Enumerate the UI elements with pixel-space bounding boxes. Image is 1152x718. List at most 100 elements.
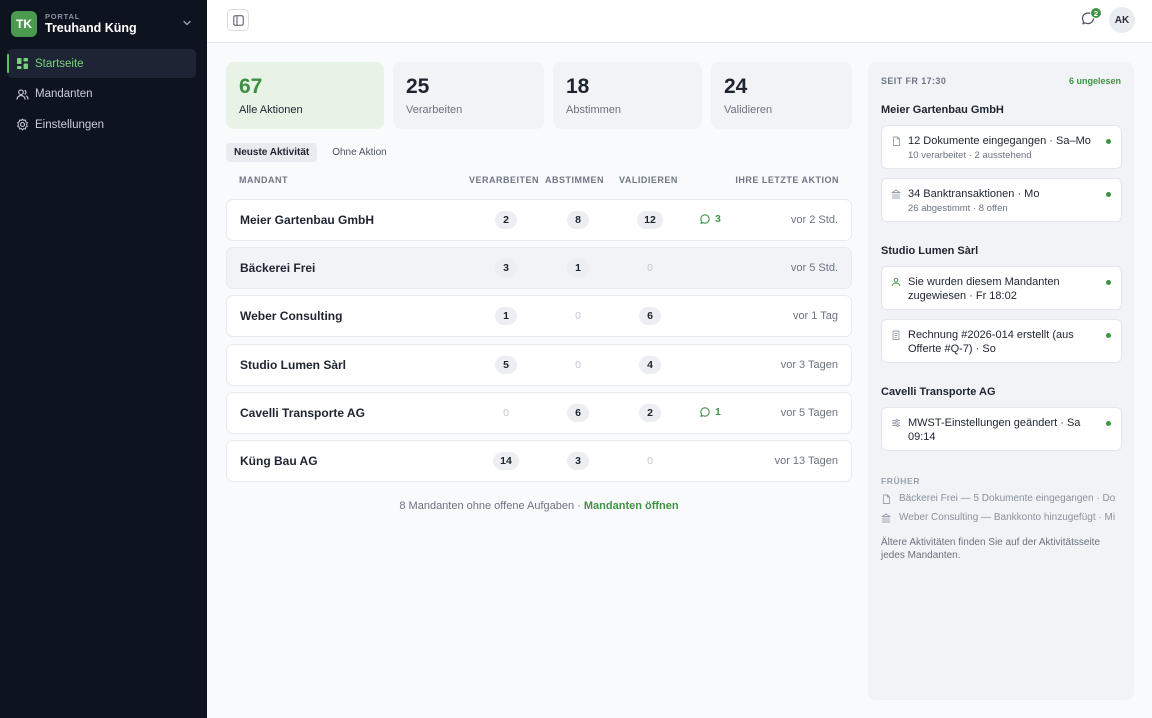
validieren-count[interactable]: 2 — [639, 403, 661, 422]
sidebar-item-label: Startseite — [35, 57, 84, 70]
column-header-mandant[interactable]: MANDANT — [239, 175, 288, 185]
validieren-count[interactable]: 6 — [639, 307, 661, 326]
activity-title: Rechnung #2026-014 erstellt (aus Offerte… — [908, 329, 1074, 355]
stat-label: Verarbeiten — [406, 104, 463, 116]
activity-title: Sie wurden diesem Mandanten zugewiesen ·… — [908, 276, 1060, 302]
activity-title: MWST-Einstellungen geändert · Sa 09:14 — [908, 417, 1081, 443]
column-header-validieren[interactable]: VALIDIEREN — [619, 175, 678, 185]
brand-logo: TK — [11, 11, 37, 37]
sliders-icon — [892, 419, 900, 427]
activity-group-title[interactable]: Studio Lumen Sàrl — [881, 245, 979, 257]
comments-count: 1 — [715, 405, 721, 418]
abstimmen-count[interactable]: 3 — [567, 451, 589, 470]
verarbeiten-count[interactable]: 5 — [495, 355, 517, 374]
activity-card[interactable]: 34 Banktransaktionen · Mo 26 abgestimmt ·… — [881, 178, 1122, 222]
avatar[interactable]: AK — [1109, 7, 1135, 33]
activity-group-title[interactable]: Cavelli Transporte AG — [881, 386, 996, 398]
activity-tabs: Neuste Aktivität Ohne Aktion — [226, 143, 395, 162]
sidebar-toggle-icon — [232, 14, 244, 26]
activity-subtitle: 10 verarbeitet · 2 ausstehend — [908, 150, 1032, 161]
table-row[interactable]: Cavelli Transporte AG 0 6 2 1 vor 5 Tagen — [226, 391, 852, 434]
sidebar-item-label: Mandanten — [35, 88, 93, 100]
verarbeiten-count[interactable]: 3 — [495, 259, 517, 278]
sidebar: TK PORTAL Treuhand Küng Startseite Manda… — [0, 0, 207, 718]
earlier-activity-text: Bäckerei Frei — 5 Dokumente eingegangen … — [899, 493, 1116, 504]
client-name: Küng Bau AG — [240, 453, 318, 468]
stat-card-alle-aktionen[interactable]: 67 Alle Aktionen — [226, 62, 384, 129]
open-clients-link[interactable]: Mandanten öffnen — [583, 500, 679, 512]
activity-card[interactable]: MWST-Einstellungen geändert · Sa 09:14 — [881, 407, 1122, 451]
abstimmen-count[interactable]: 1 — [567, 259, 589, 278]
earlier-activity-item[interactable]: Bäckerei Frei — 5 Dokumente eingegangen … — [881, 493, 1122, 504]
validieren-count[interactable]: 12 — [637, 211, 663, 229]
users-icon — [16, 88, 29, 101]
client-name: Weber Consulting — [240, 309, 343, 324]
stat-label: Alle Aktionen — [239, 104, 303, 116]
tab-neuste-aktivitaet[interactable]: Neuste Aktivität — [226, 143, 318, 162]
stat-card-abstimmen[interactable]: 18 Abstimmen — [553, 62, 702, 129]
column-header-verarbeiten[interactable]: VERARBEITEN — [469, 175, 540, 185]
validieren-count[interactable]: 4 — [639, 355, 661, 374]
chevron-down-icon — [183, 20, 191, 26]
sidebar-toggle-button[interactable] — [227, 9, 249, 31]
sidebar-item-mandanten[interactable]: Mandanten — [7, 80, 196, 109]
table-row[interactable]: Küng Bau AG 14 3 0 vor 13 Tagen — [226, 439, 852, 482]
verarbeiten-count[interactable]: 14 — [493, 451, 519, 470]
table-row[interactable]: Studio Lumen Sàrl 5 0 4 vor 3 Tagen — [226, 343, 852, 386]
older-activity-note: Ältere Aktivitäten finden Sie auf der Ak… — [881, 537, 1101, 561]
bank-icon — [891, 189, 901, 199]
document-icon — [883, 494, 890, 504]
activity-card[interactable]: 12 Dokumente eingegangen · Sa–Mo 10 verar… — [881, 125, 1122, 169]
earlier-activity-item[interactable]: Weber Consulting — Bankkonto hinzugefügt… — [881, 512, 1122, 523]
comments-count: 3 — [715, 213, 721, 225]
client-name: Cavelli Transporte AG — [240, 405, 365, 420]
stat-label: Validieren — [724, 104, 773, 116]
last-action-time: vor 3 Tagen — [780, 358, 838, 371]
last-action-time: vor 2 Std. — [790, 214, 838, 226]
client-name: Meier Gartenbau GmbH — [240, 213, 375, 227]
abstimmen-count: 0 — [575, 310, 581, 323]
document-icon — [893, 136, 900, 146]
stat-card-verarbeiten[interactable]: 25 Verarbeiten — [393, 62, 544, 129]
unread-dot — [1106, 333, 1111, 338]
table-row[interactable]: Bäckerei Frei 3 1 0 vor 5 Std. — [226, 247, 852, 290]
unread-dot — [1106, 139, 1111, 144]
portal-label: PORTAL — [45, 12, 81, 21]
abstimmen-count: 0 — [575, 358, 581, 371]
activity-panel: SEIT FR 17:30 6 ungelesen FRÜHER Ältere … — [868, 62, 1134, 700]
last-action-time: vor 1 Tag — [792, 310, 838, 323]
abstimmen-count[interactable]: 8 — [567, 211, 589, 229]
stats-row: 67 Alle Aktionen 25 Verarbeiten 18 Absti… — [226, 62, 852, 129]
activity-card[interactable]: Rechnung #2026-014 erstellt (aus Offerte… — [881, 319, 1122, 363]
last-action-time: vor 5 Tagen — [780, 406, 838, 419]
earlier-activity-text: Weber Consulting — Bankkonto hinzugefügt… — [899, 512, 1116, 523]
invoice-icon — [892, 330, 900, 340]
brand-text: PORTAL Treuhand Küng — [45, 12, 137, 36]
workspace-switcher[interactable]: TK PORTAL Treuhand Küng — [11, 11, 197, 37]
stat-value: 67 — [239, 75, 263, 98]
comment-icon — [700, 407, 710, 417]
sidebar-item-einstellungen[interactable]: Einstellungen — [7, 110, 196, 139]
table-row[interactable]: Weber Consulting 1 0 6 vor 1 Tag — [226, 295, 852, 338]
unread-dot — [1106, 192, 1111, 197]
comments-indicator[interactable]: 3 — [699, 213, 721, 225]
table-row[interactable]: Meier Gartenbau GmbH 2 8 12 3 vor 2 Std. — [226, 199, 852, 241]
column-header-abstimmen[interactable]: ABSTIMMEN — [545, 175, 604, 185]
notification-count-badge: 2 — [1090, 7, 1102, 19]
comments-indicator[interactable]: 1 — [699, 406, 721, 418]
sidebar-item-startseite[interactable]: Startseite — [7, 49, 196, 78]
verarbeiten-count[interactable]: 1 — [495, 307, 517, 326]
sidebar-item-label: Einstellungen — [35, 118, 105, 131]
verarbeiten-count[interactable]: 2 — [495, 211, 517, 229]
footer-note: 8 Mandanten ohne offene Aufgaben · Manda… — [226, 500, 852, 512]
topbar: 2 AK — [207, 0, 1152, 43]
tab-ohne-aktion[interactable]: Ohne Aktion — [332, 147, 387, 158]
activity-title: 12 Dokumente eingegangen · Sa–Mo — [908, 135, 1091, 147]
activity-card[interactable]: Sie wurden diesem Mandanten zugewiesen ·… — [881, 266, 1122, 310]
column-header-letzte-aktion[interactable]: IHRE LETZTE AKTION — [735, 175, 839, 185]
stat-card-validieren[interactable]: 24 Validieren — [711, 62, 852, 129]
last-action-time: vor 13 Tagen — [774, 454, 838, 467]
abstimmen-count[interactable]: 6 — [567, 403, 589, 422]
unread-count-link[interactable]: 6 ungelesen — [1068, 76, 1121, 86]
activity-group-title[interactable]: Meier Gartenbau GmbH — [881, 104, 1004, 116]
